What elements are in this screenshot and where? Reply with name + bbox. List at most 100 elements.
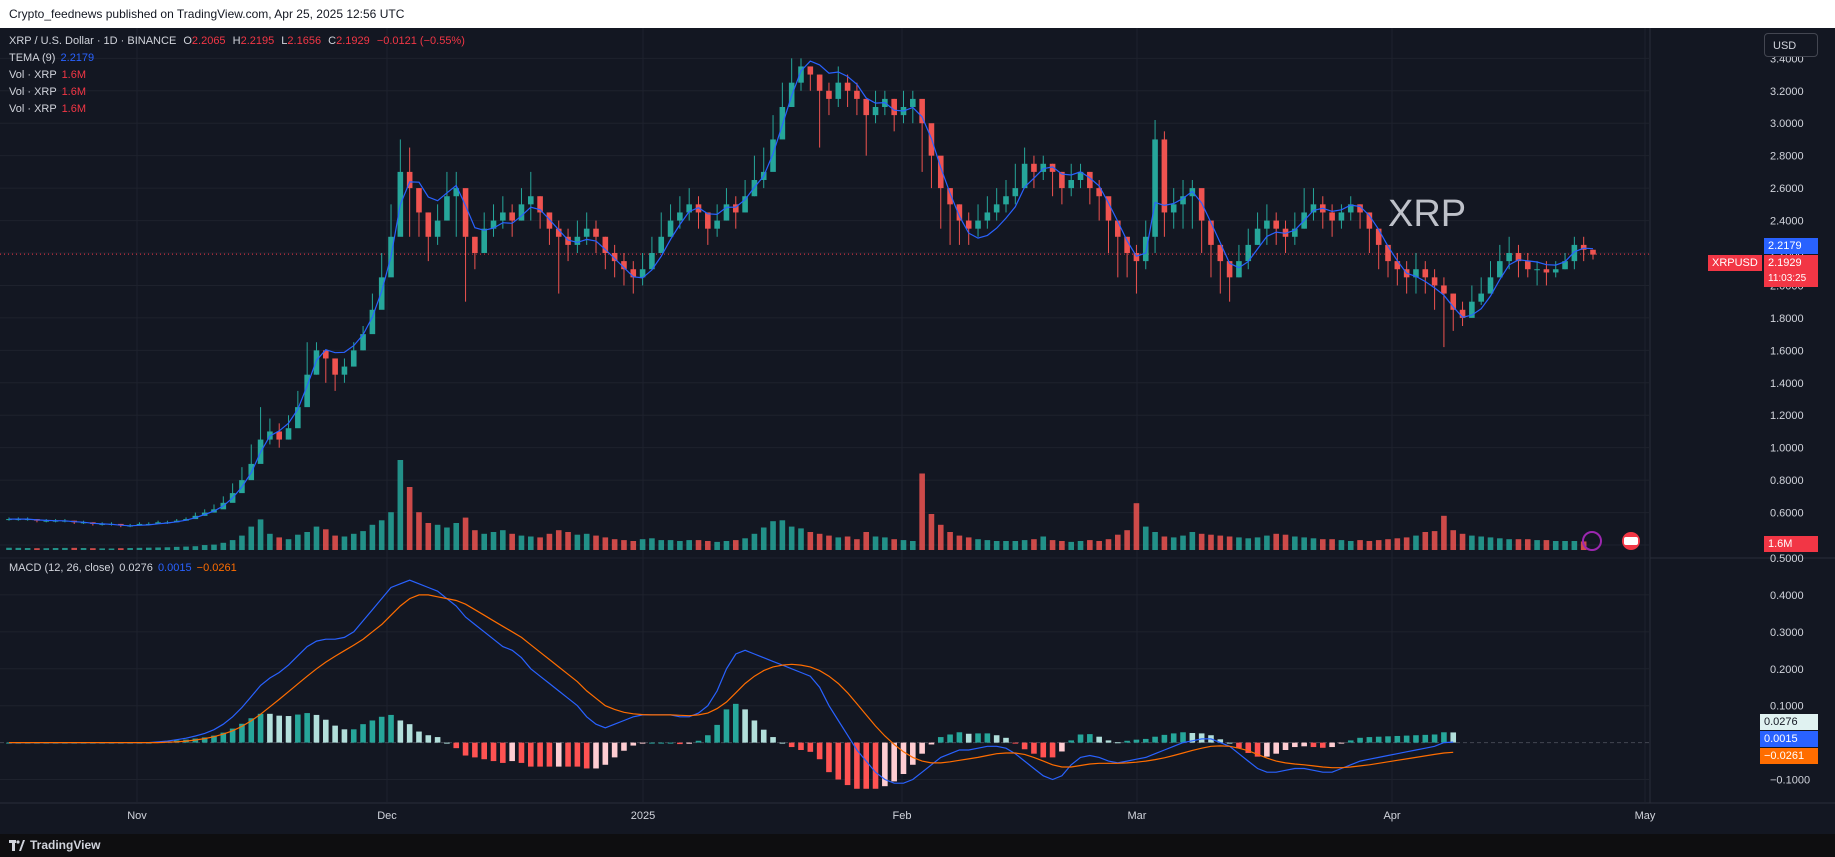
symbol-title[interactable]: XRP / U.S. Dollar · 1D · BINANCE	[9, 35, 177, 47]
macd-histogram-bar	[956, 732, 963, 743]
candle-body	[1515, 253, 1522, 262]
candle-body	[1142, 236, 1149, 262]
candle-body	[891, 98, 897, 116]
macd-histogram-bar	[257, 713, 264, 743]
chart-frame[interactable]	[0, 28, 1835, 834]
volume-bar	[99, 548, 105, 550]
candle-body	[1469, 301, 1475, 318]
macd-histogram-bar	[285, 716, 292, 743]
candle-body	[658, 236, 665, 254]
price-tick-label: 0.8000	[1770, 475, 1804, 487]
volume-bar	[43, 548, 50, 550]
candle-body	[369, 309, 376, 335]
candle-body	[1161, 139, 1168, 213]
macd-histogram-bar	[369, 720, 376, 743]
macd-histogram-bar	[1161, 734, 1168, 743]
macd-legend[interactable]: MACD (12, 26, close) 0.0276 0.0015 −0.02…	[9, 562, 237, 574]
volume-bar	[24, 548, 31, 550]
vol-legend-1[interactable]: Vol · XRP 1.6M	[9, 69, 86, 81]
macd-histogram-bar	[1310, 742, 1317, 748]
macd-histogram-bar	[425, 735, 432, 743]
candle-body	[1375, 228, 1382, 245]
vol-legend-3[interactable]: Vol · XRP 1.6M	[9, 103, 86, 115]
candle-body	[434, 220, 441, 237]
candle-body	[649, 253, 655, 270]
volume-bar	[406, 487, 413, 550]
macd-histogram-bar	[397, 720, 404, 743]
currency-button[interactable]: USD	[1764, 33, 1818, 57]
macd-histogram-bar	[1422, 734, 1429, 743]
candle-body	[723, 204, 730, 221]
volume-bar	[1077, 541, 1084, 550]
macd-histogram-bar	[341, 729, 348, 743]
candle-body	[555, 228, 562, 237]
candle-body	[705, 212, 711, 229]
volume-bar	[1264, 535, 1270, 550]
candle-body	[807, 66, 814, 75]
macd-histogram-bar	[1236, 742, 1242, 749]
macd-histogram-bar	[900, 742, 907, 774]
time-tick-label: 2025	[631, 810, 655, 822]
macd-histogram-bar	[565, 742, 571, 767]
tradingview-logo-icon	[9, 840, 25, 851]
macd-histogram-bar	[621, 742, 627, 751]
candle-body	[937, 155, 944, 189]
volume-bar	[1049, 540, 1056, 550]
candle-body	[639, 269, 646, 278]
symbol-price-tag: XRPUSD	[1708, 255, 1762, 271]
candle-body	[1543, 269, 1550, 273]
footer-brand[interactable]: TradingView	[30, 838, 101, 852]
candle-body	[453, 188, 460, 197]
volume-bar	[1338, 540, 1345, 550]
price-tick-label: 0.6000	[1770, 508, 1804, 520]
candle-body	[863, 98, 870, 116]
volume-bar	[574, 534, 581, 550]
candle-body	[1394, 261, 1401, 270]
symbol-watermark: XRP	[1388, 193, 1467, 235]
volume-bar	[956, 535, 963, 550]
macd-histogram-bar	[1375, 736, 1382, 743]
candle-body	[1580, 244, 1587, 250]
volume-bar	[369, 524, 376, 550]
macd-histogram-bar	[295, 714, 301, 743]
volume-bar	[323, 529, 329, 550]
volume-bar	[816, 533, 823, 550]
volume-bar	[1301, 537, 1307, 550]
volume-bar	[416, 512, 422, 550]
vol-label: Vol · XRP	[9, 103, 57, 115]
candle-body	[1133, 253, 1140, 262]
macd-histogram-bar	[798, 742, 804, 750]
candle-body	[975, 220, 981, 229]
volume-bar	[984, 540, 991, 550]
candle-body	[1245, 244, 1252, 262]
price-tick-label: 1.6000	[1770, 345, 1804, 357]
candle-body	[509, 212, 515, 221]
candle-body	[732, 204, 739, 213]
macd-histogram-bar	[872, 742, 879, 789]
chart-canvas[interactable]: 3.40003.20003.00002.80002.60002.40002.20…	[0, 28, 1835, 834]
volume-bar	[1031, 539, 1037, 550]
candle-body	[993, 204, 1000, 213]
candle-body	[332, 358, 338, 375]
macd-histogram-bar	[602, 742, 609, 765]
candle-body	[602, 236, 609, 254]
volume-bar	[1375, 540, 1382, 550]
candle-body	[80, 522, 87, 524]
macd-histogram-bar	[1059, 742, 1065, 752]
volume-bar	[937, 524, 944, 550]
candle-body	[835, 82, 842, 99]
volume-bar	[965, 537, 972, 550]
vol-label: Vol · XRP	[9, 69, 57, 81]
macd-histogram-bar	[350, 729, 357, 743]
macd-histogram-bar	[630, 742, 637, 746]
macd-histogram-bar	[1180, 732, 1186, 743]
macd-histogram-bar	[965, 733, 972, 743]
vol-legend-2[interactable]: Vol · XRP 1.6M	[9, 86, 86, 98]
volume-bar	[798, 528, 804, 550]
volume-bar	[583, 533, 590, 550]
volume-bar	[248, 526, 255, 550]
candle-body	[1273, 220, 1279, 229]
macd-histogram-bar	[891, 742, 897, 782]
tema-legend[interactable]: TEMA (9) 2.2179	[9, 52, 94, 64]
macd-histogram-bar	[593, 742, 599, 769]
